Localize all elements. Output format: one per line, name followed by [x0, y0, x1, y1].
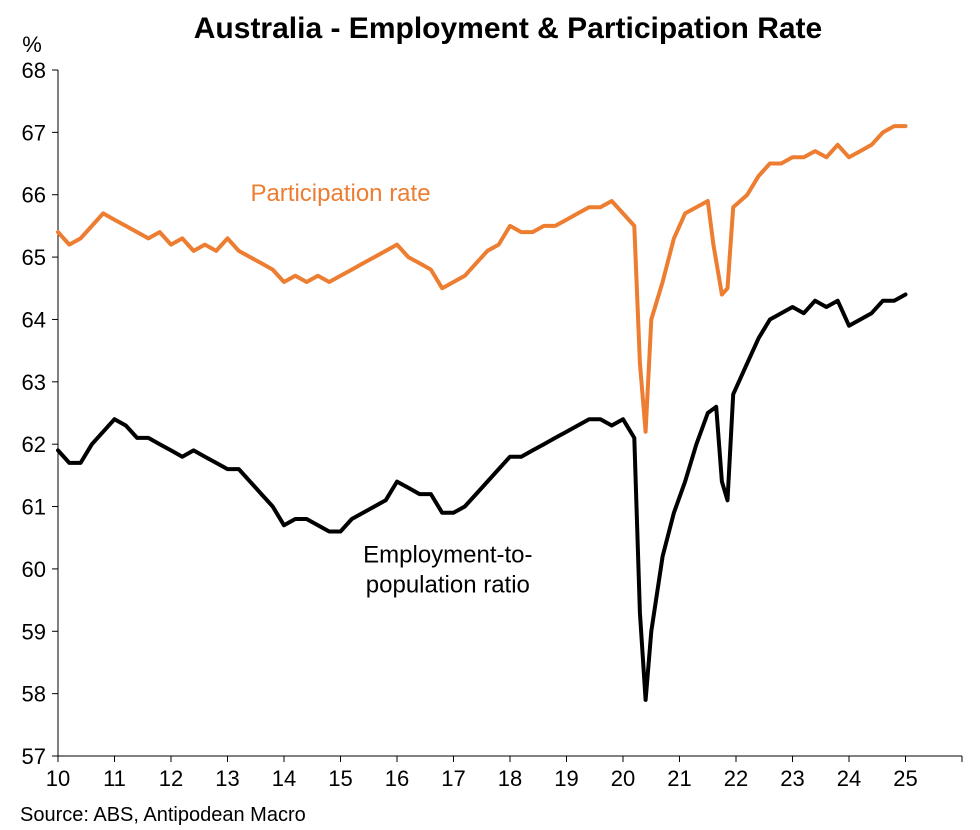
- y-tick-label: 61: [22, 495, 46, 520]
- chart-title: Australia - Employment & Participation R…: [194, 12, 822, 45]
- x-tick-label: 17: [441, 766, 465, 791]
- employment-ratio-label: Employment-to-population ratio: [363, 542, 532, 599]
- x-tick-label: 11: [103, 766, 126, 791]
- annotation-layer: Participation rate Employment-to-populati…: [250, 180, 532, 599]
- source-note: Source: ABS, Antipodean Macro: [20, 804, 306, 826]
- x-tick-label: 22: [724, 766, 748, 791]
- y-tick-label: 57: [22, 744, 46, 769]
- x-tick-label: 10: [46, 766, 70, 791]
- x-tick-label: 16: [385, 766, 409, 791]
- x-tick-label: 25: [893, 766, 917, 791]
- x-tick-label: 12: [159, 766, 183, 791]
- y-tick-label: 65: [22, 245, 46, 270]
- annotation-line: Participation rate: [250, 180, 430, 207]
- participation-rate-label: Participation rate: [250, 180, 430, 207]
- x-tick-label: 23: [780, 766, 804, 791]
- y-tick-label: 62: [22, 432, 46, 457]
- series-layer: [56, 124, 908, 702]
- x-tick-label: 24: [837, 766, 861, 791]
- y-tick-label: 66: [22, 183, 46, 208]
- y-tick-label: 68: [22, 58, 46, 83]
- annotation-line: population ratio: [366, 572, 530, 599]
- x-tick-label: 18: [498, 766, 522, 791]
- x-tick-label: 14: [272, 766, 296, 791]
- annotation-line: Employment-to-: [363, 542, 532, 569]
- y-tick-label: 59: [22, 619, 46, 644]
- axes: 57 58 59 60 61 62 63 64 65 66 67 68 10 11 12 13 14 15 16 17…: [22, 58, 963, 791]
- x-tick-label: 20: [611, 766, 635, 791]
- employment-to-population-line: [56, 292, 908, 702]
- y-tick-label: 60: [22, 557, 46, 582]
- y-axis-unit: %: [22, 32, 42, 57]
- x-tick-label: 21: [667, 766, 691, 791]
- x-tick-label: 15: [328, 766, 352, 791]
- x-tick-label: 19: [554, 766, 578, 791]
- y-tick-label: 64: [22, 307, 46, 332]
- x-tick-label: 13: [215, 766, 239, 791]
- y-tick-label: 58: [22, 682, 46, 707]
- y-tick-label: 67: [22, 120, 46, 145]
- participation-rate-line: [56, 124, 908, 434]
- y-tick-label: 63: [22, 370, 46, 395]
